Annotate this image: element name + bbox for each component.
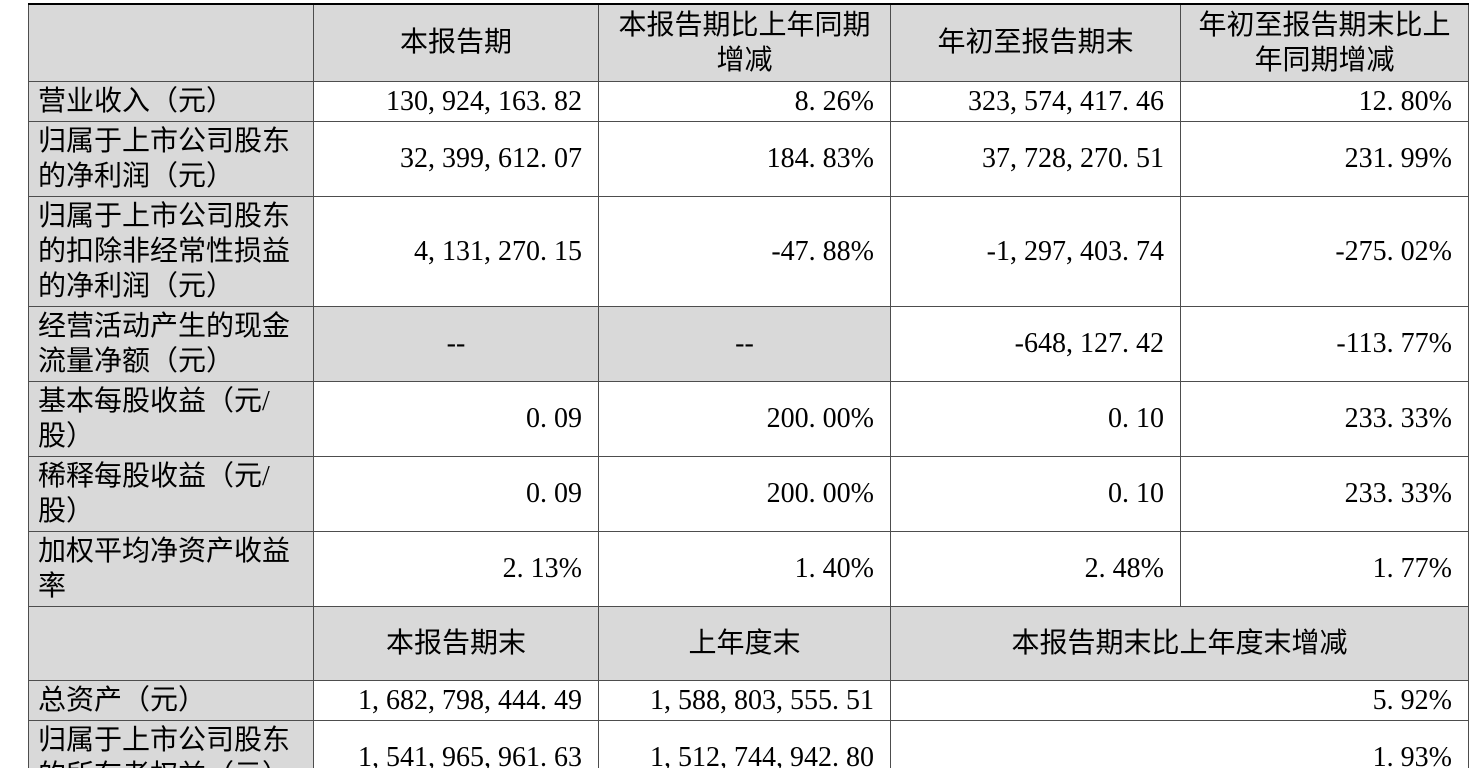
diluted-eps-ytd-yoy: 233. 33% <box>1180 455 1469 532</box>
section2-header-period-end: 本报告期末 <box>313 605 599 681</box>
equity-attributable-prior-year-end: 1, 512, 744, 942. 80 <box>598 719 891 768</box>
section1-header-corner <box>28 3 314 82</box>
revenue-current-period-yoy: 8. 26% <box>598 80 891 122</box>
basic-eps-current-period-yoy: 200. 00% <box>598 380 891 457</box>
weighted-avg-roe-ytd-yoy: 1. 77% <box>1180 530 1469 607</box>
diluted-eps-current-period: 0. 09 <box>313 455 599 532</box>
table-row-equity-attributable: 归属于上市公司股东 的所有者权益（元） 1, 541, 965, 961. 63… <box>28 719 1469 768</box>
revenue-label: 营业收入（元） <box>28 80 314 122</box>
basic-eps-ytd-yoy: 233. 33% <box>1180 380 1469 457</box>
table-row-net-profit: 归属于上市公司股东 的净利润（元） 32, 399, 612. 07 184. … <box>28 120 1469 197</box>
section2-header-corner <box>28 605 314 681</box>
basic-eps-label: 基本每股收益（元/ 股） <box>28 380 314 457</box>
operating-cash-flow-label: 经营活动产生的现金 流量净额（元） <box>28 305 314 382</box>
section2-header-change-vs-prior-year-end: 本报告期末比上年度末增减 <box>890 605 1469 681</box>
total-assets-period-end: 1, 682, 798, 444. 49 <box>313 679 599 721</box>
operating-cash-flow-current-period-yoy: -- <box>598 305 891 382</box>
total-assets-label: 总资产（元） <box>28 679 314 721</box>
table-row-diluted-eps: 稀释每股收益（元/ 股） 0. 09 200. 00% 0. 10 233. 3… <box>28 455 1469 532</box>
total-assets-prior-year-end: 1, 588, 803, 555. 51 <box>598 679 891 721</box>
section1-header-row: 本报告期 本报告期比上年同期 增减 年初至报告期末 年初至报告期末比上 年同期增… <box>28 3 1469 82</box>
net-profit-label: 归属于上市公司股东 的净利润（元） <box>28 120 314 197</box>
table-row-net-profit-excl-nonrecurring: 归属于上市公司股东 的扣除非经常性损益 的净利润（元） 4, 131, 270.… <box>28 195 1469 307</box>
net-profit-excl-nonrecurring-current-period: 4, 131, 270. 15 <box>313 195 599 307</box>
table-row-revenue: 营业收入（元） 130, 924, 163. 82 8. 26% 323, 57… <box>28 80 1469 122</box>
total-assets-change: 5. 92% <box>890 679 1469 721</box>
net-profit-current-period-yoy: 184. 83% <box>598 120 891 197</box>
section1-header-ytd: 年初至报告期末 <box>890 3 1181 82</box>
table-row-operating-cash-flow: 经营活动产生的现金 流量净额（元） -- -- -648, 127. 42 -1… <box>28 305 1469 382</box>
net-profit-excl-nonrecurring-ytd-yoy: -275. 02% <box>1180 195 1469 307</box>
revenue-current-period: 130, 924, 163. 82 <box>313 80 599 122</box>
equity-attributable-period-end: 1, 541, 965, 961. 63 <box>313 719 599 768</box>
operating-cash-flow-ytd: -648, 127. 42 <box>890 305 1181 382</box>
net-profit-ytd-yoy: 231. 99% <box>1180 120 1469 197</box>
revenue-ytd: 323, 574, 417. 46 <box>890 80 1181 122</box>
net-profit-ytd: 37, 728, 270. 51 <box>890 120 1181 197</box>
equity-attributable-label: 归属于上市公司股东 的所有者权益（元） <box>28 719 314 768</box>
section2-header-prior-year-end: 上年度末 <box>598 605 891 681</box>
weighted-avg-roe-label: 加权平均净资产收益 率 <box>28 530 314 607</box>
section1-header-current-period-yoy: 本报告期比上年同期 增减 <box>598 3 891 82</box>
section1-header-current-period: 本报告期 <box>313 3 599 82</box>
table-row-basic-eps: 基本每股收益（元/ 股） 0. 09 200. 00% 0. 10 233. 3… <box>28 380 1469 457</box>
financial-summary-table: 本报告期 本报告期比上年同期 增减 年初至报告期末 年初至报告期末比上 年同期增… <box>28 3 1469 768</box>
revenue-ytd-yoy: 12. 80% <box>1180 80 1469 122</box>
operating-cash-flow-current-period: -- <box>313 305 599 382</box>
table-row-total-assets: 总资产（元） 1, 682, 798, 444. 49 1, 588, 803,… <box>28 679 1469 721</box>
basic-eps-ytd: 0. 10 <box>890 380 1181 457</box>
net-profit-current-period: 32, 399, 612. 07 <box>313 120 599 197</box>
net-profit-excl-nonrecurring-ytd: -1, 297, 403. 74 <box>890 195 1181 307</box>
weighted-avg-roe-current-period-yoy: 1. 40% <box>598 530 891 607</box>
net-profit-excl-nonrecurring-label: 归属于上市公司股东 的扣除非经常性损益 的净利润（元） <box>28 195 314 307</box>
weighted-avg-roe-ytd: 2. 48% <box>890 530 1181 607</box>
section1-header-ytd-yoy: 年初至报告期末比上 年同期增减 <box>1180 3 1469 82</box>
operating-cash-flow-ytd-yoy: -113. 77% <box>1180 305 1469 382</box>
weighted-avg-roe-current-period: 2. 13% <box>313 530 599 607</box>
diluted-eps-ytd: 0. 10 <box>890 455 1181 532</box>
section2-header-row: 本报告期末 上年度末 本报告期末比上年度末增减 <box>28 605 1469 681</box>
basic-eps-current-period: 0. 09 <box>313 380 599 457</box>
net-profit-excl-nonrecurring-current-period-yoy: -47. 88% <box>598 195 891 307</box>
diluted-eps-label: 稀释每股收益（元/ 股） <box>28 455 314 532</box>
table-row-weighted-avg-roe: 加权平均净资产收益 率 2. 13% 1. 40% 2. 48% 1. 77% <box>28 530 1469 607</box>
equity-attributable-change: 1. 93% <box>890 719 1469 768</box>
diluted-eps-current-period-yoy: 200. 00% <box>598 455 891 532</box>
